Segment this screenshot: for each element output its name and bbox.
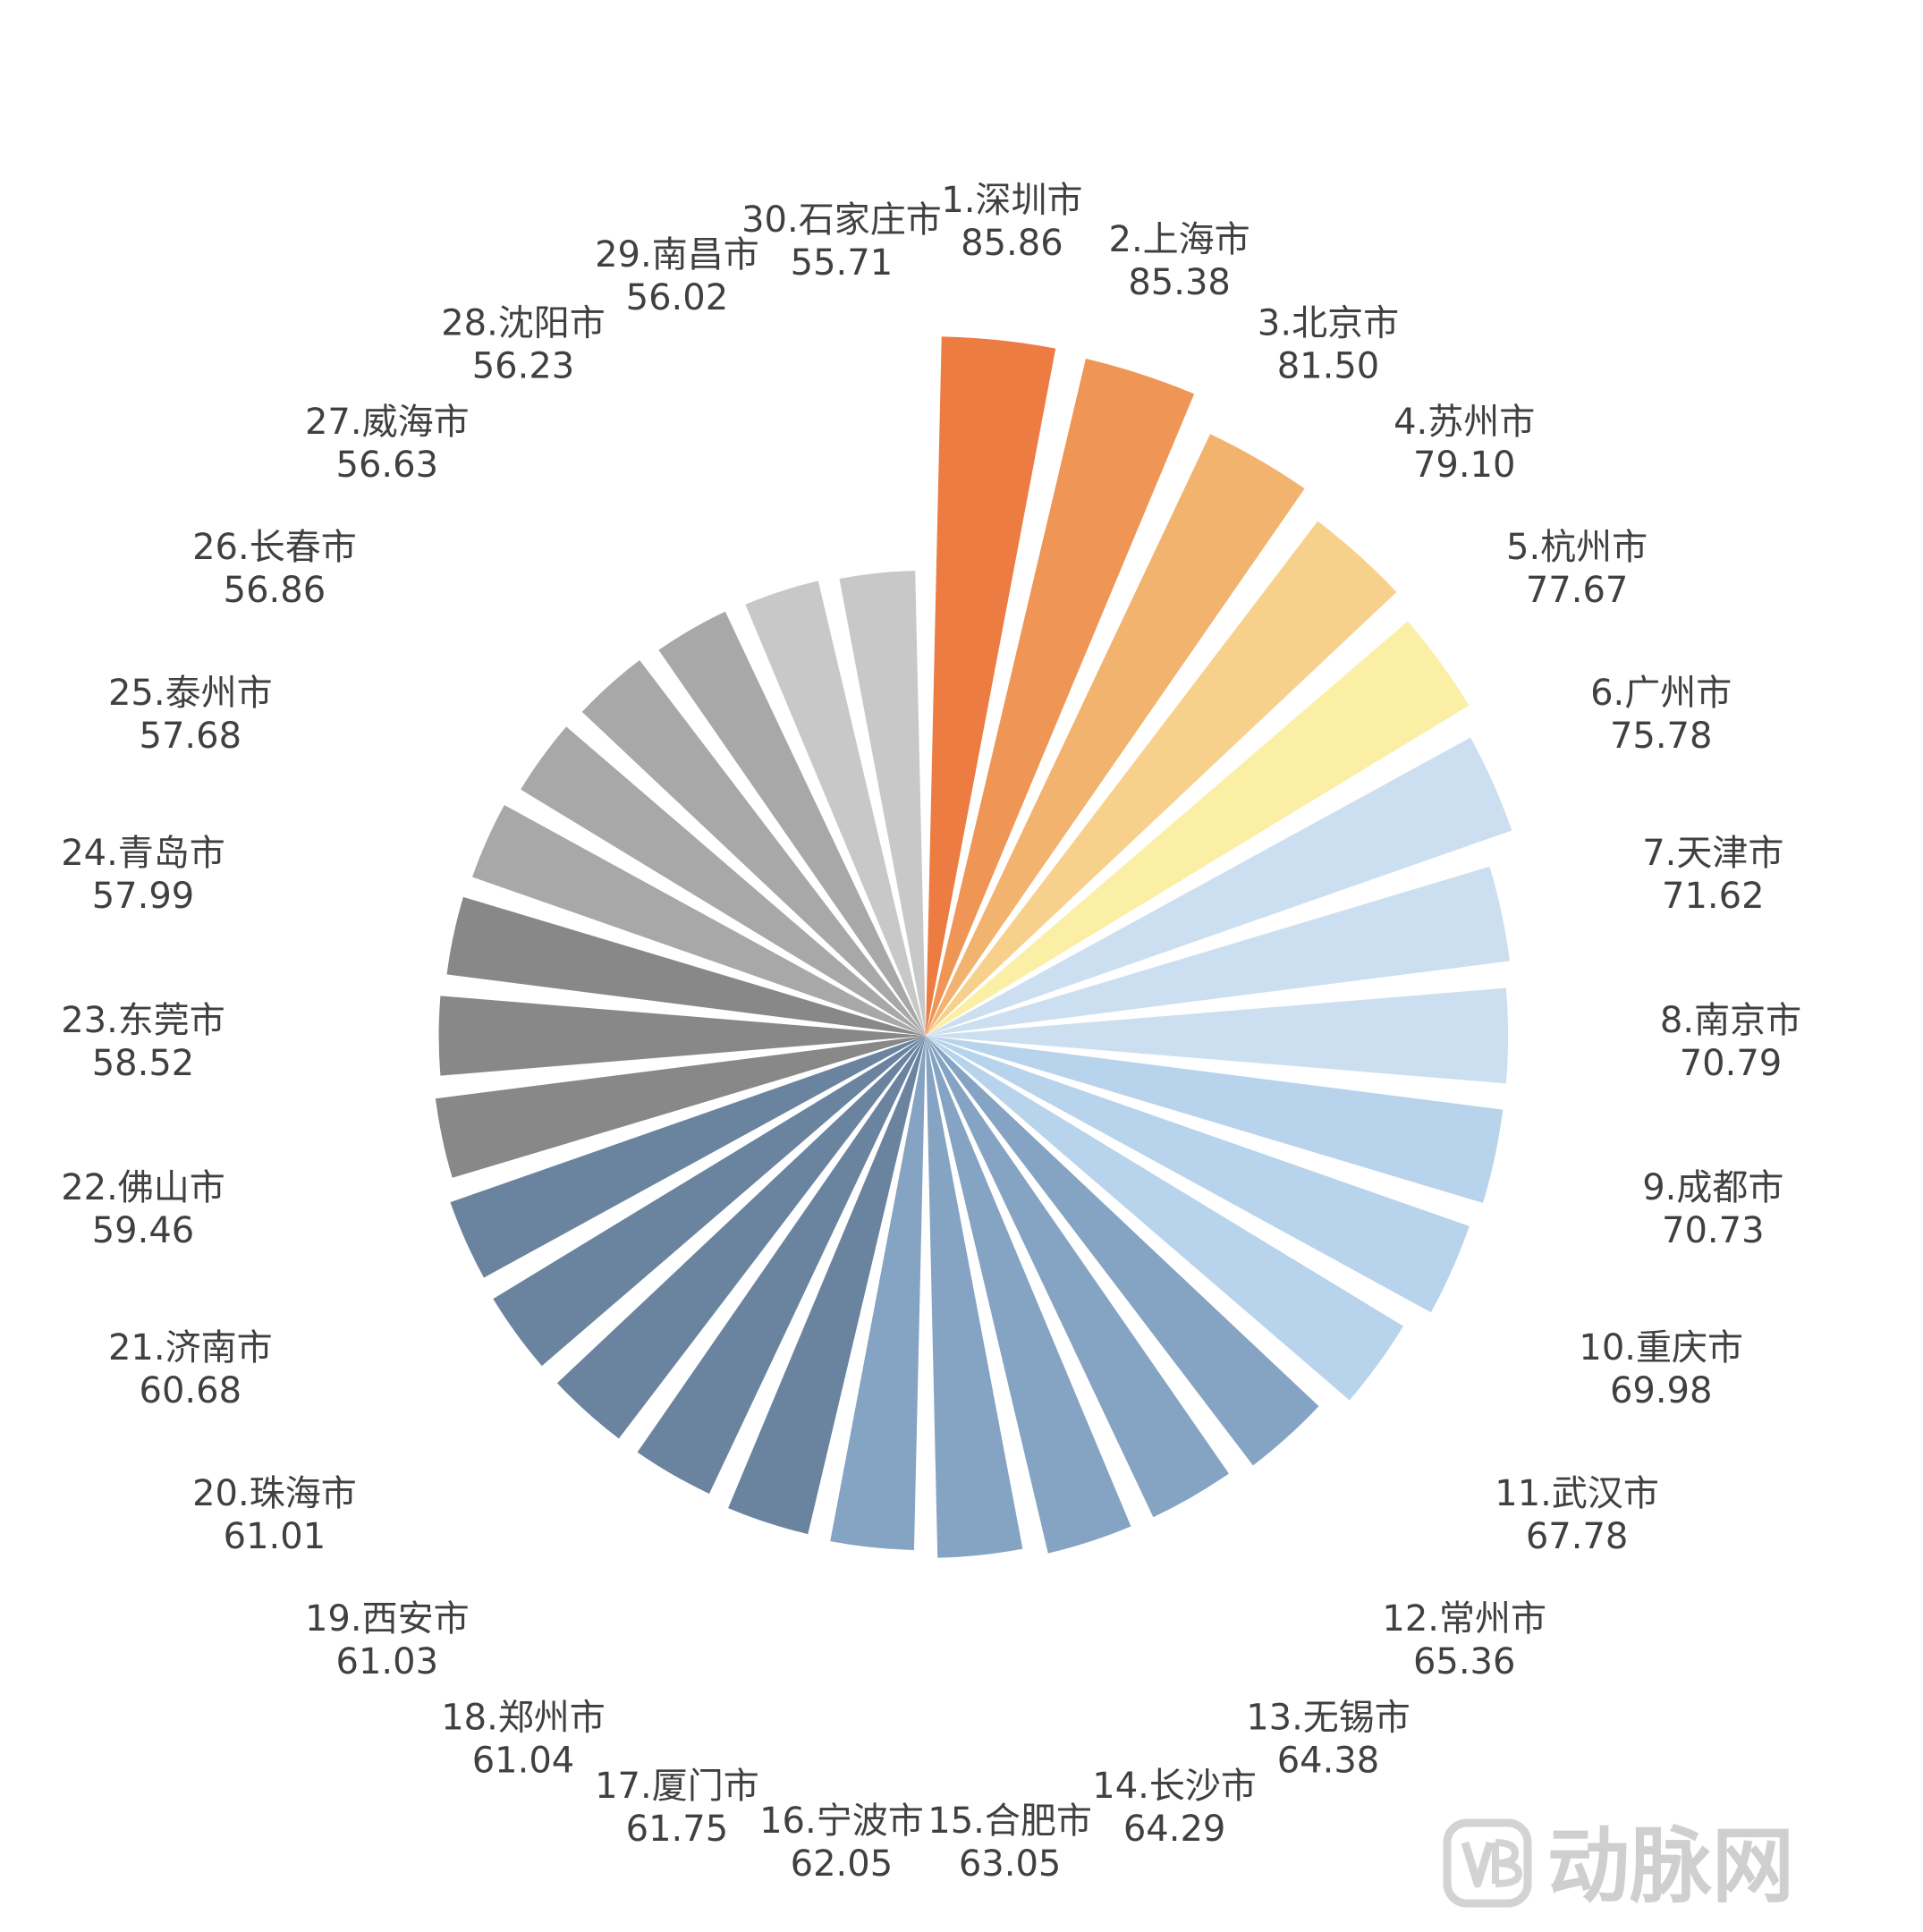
city-label-17: 17.厦门市 bbox=[595, 1766, 759, 1807]
city-label-8: 8.南京市 bbox=[1660, 1000, 1801, 1041]
bar-6 bbox=[926, 737, 1512, 1036]
city-label-21: 21.济南市 bbox=[108, 1327, 273, 1368]
bar-21 bbox=[450, 1036, 927, 1278]
vb-logo-icon bbox=[1443, 1818, 1532, 1908]
bar-12 bbox=[926, 1036, 1319, 1466]
bar-18 bbox=[637, 1036, 926, 1494]
city-label-29: 29.南昌市 bbox=[595, 234, 759, 275]
city-label-9: 9.成都市 bbox=[1642, 1167, 1783, 1208]
value-label-1: 85.86 bbox=[961, 223, 1063, 264]
city-label-3: 3.北京市 bbox=[1258, 303, 1399, 344]
bar-27 bbox=[581, 659, 926, 1036]
bar-26 bbox=[521, 726, 926, 1036]
value-label-22: 59.46 bbox=[92, 1210, 195, 1251]
city-label-27: 27.威海市 bbox=[305, 402, 470, 443]
bar-8 bbox=[926, 987, 1509, 1084]
city-label-25: 25.泰州市 bbox=[108, 673, 273, 714]
city-label-16: 16.宁波市 bbox=[759, 1801, 924, 1842]
city-label-30: 30.石家庄市 bbox=[741, 199, 942, 241]
city-label-15: 15.合肥市 bbox=[928, 1801, 1092, 1842]
bar-4 bbox=[926, 521, 1397, 1036]
city-label-14: 14.长沙市 bbox=[1092, 1766, 1257, 1807]
value-label-19: 61.03 bbox=[336, 1641, 439, 1682]
bar-23 bbox=[438, 996, 926, 1076]
value-label-4: 79.10 bbox=[1413, 445, 1516, 486]
bar-10 bbox=[926, 1036, 1470, 1313]
bar-13 bbox=[926, 1036, 1229, 1518]
city-label-7: 7.天津市 bbox=[1642, 833, 1783, 874]
bar-28 bbox=[658, 611, 926, 1036]
city-label-2: 2.上海市 bbox=[1109, 219, 1250, 260]
bar-1 bbox=[926, 336, 1056, 1036]
bar-11 bbox=[926, 1036, 1403, 1401]
bar-30 bbox=[839, 571, 926, 1036]
city-label-5: 5.杭州市 bbox=[1506, 527, 1648, 568]
city-label-22: 22.佛山市 bbox=[61, 1167, 225, 1208]
value-label-14: 64.29 bbox=[1123, 1809, 1226, 1850]
city-label-28: 28.沈阳市 bbox=[441, 303, 606, 344]
value-label-18: 61.04 bbox=[472, 1740, 575, 1781]
value-label-15: 63.05 bbox=[959, 1843, 1062, 1885]
city-label-13: 13.无锡市 bbox=[1246, 1697, 1410, 1738]
city-label-20: 20.珠海市 bbox=[192, 1473, 357, 1514]
bar-14 bbox=[926, 1036, 1131, 1554]
bar-22 bbox=[435, 1036, 926, 1178]
value-label-26: 56.86 bbox=[224, 570, 326, 611]
value-label-7: 71.62 bbox=[1662, 876, 1765, 917]
value-label-23: 58.52 bbox=[92, 1043, 195, 1084]
city-label-12: 12.常州市 bbox=[1382, 1598, 1546, 1640]
chart-bars bbox=[435, 336, 1512, 1558]
city-label-1: 1.深圳市 bbox=[941, 180, 1082, 221]
value-label-20: 61.01 bbox=[224, 1516, 326, 1557]
bar-3 bbox=[926, 434, 1305, 1036]
bar-19 bbox=[556, 1036, 926, 1439]
value-label-30: 55.71 bbox=[791, 242, 894, 284]
value-label-24: 57.99 bbox=[92, 876, 195, 917]
value-label-21: 60.68 bbox=[140, 1370, 242, 1411]
bar-9 bbox=[926, 1036, 1504, 1203]
bar-29 bbox=[745, 580, 926, 1036]
value-label-17: 61.75 bbox=[626, 1809, 729, 1850]
bar-25 bbox=[472, 805, 926, 1036]
value-label-13: 64.38 bbox=[1277, 1740, 1380, 1781]
city-label-11: 11.武汉市 bbox=[1495, 1473, 1659, 1514]
value-label-9: 70.73 bbox=[1662, 1210, 1765, 1251]
bar-24 bbox=[446, 896, 926, 1036]
value-label-25: 57.68 bbox=[140, 716, 242, 757]
city-label-19: 19.西安市 bbox=[305, 1598, 470, 1640]
value-label-8: 70.79 bbox=[1680, 1043, 1783, 1084]
bar-16 bbox=[830, 1036, 926, 1550]
bar-7 bbox=[926, 866, 1510, 1036]
city-label-23: 23.东莞市 bbox=[61, 1000, 225, 1041]
bar-17 bbox=[728, 1036, 926, 1535]
value-label-10: 69.98 bbox=[1610, 1370, 1713, 1411]
bar-2 bbox=[926, 359, 1195, 1036]
city-label-24: 24.青岛市 bbox=[61, 833, 225, 874]
bar-20 bbox=[493, 1036, 926, 1367]
value-label-16: 62.05 bbox=[791, 1843, 894, 1885]
value-label-29: 56.02 bbox=[626, 277, 729, 318]
city-label-18: 18.郑州市 bbox=[441, 1697, 606, 1738]
value-label-6: 75.78 bbox=[1610, 716, 1713, 757]
watermark: 动脉网 bbox=[1443, 1818, 1794, 1912]
value-label-5: 77.67 bbox=[1526, 570, 1629, 611]
value-label-27: 56.63 bbox=[336, 445, 439, 486]
value-label-2: 85.38 bbox=[1128, 262, 1231, 303]
value-label-28: 56.23 bbox=[472, 346, 575, 387]
city-label-10: 10.重庆市 bbox=[1579, 1327, 1743, 1368]
value-label-12: 65.36 bbox=[1413, 1641, 1516, 1682]
city-label-6: 6.广州市 bbox=[1590, 673, 1732, 714]
value-label-11: 67.78 bbox=[1526, 1516, 1629, 1557]
value-label-3: 81.50 bbox=[1277, 346, 1380, 387]
bar-15 bbox=[926, 1036, 1023, 1558]
watermark-text: 动脉网 bbox=[1547, 1818, 1794, 1912]
city-label-4: 4.苏州市 bbox=[1394, 402, 1535, 443]
city-label-26: 26.长春市 bbox=[192, 527, 357, 568]
bar-5 bbox=[926, 621, 1470, 1036]
